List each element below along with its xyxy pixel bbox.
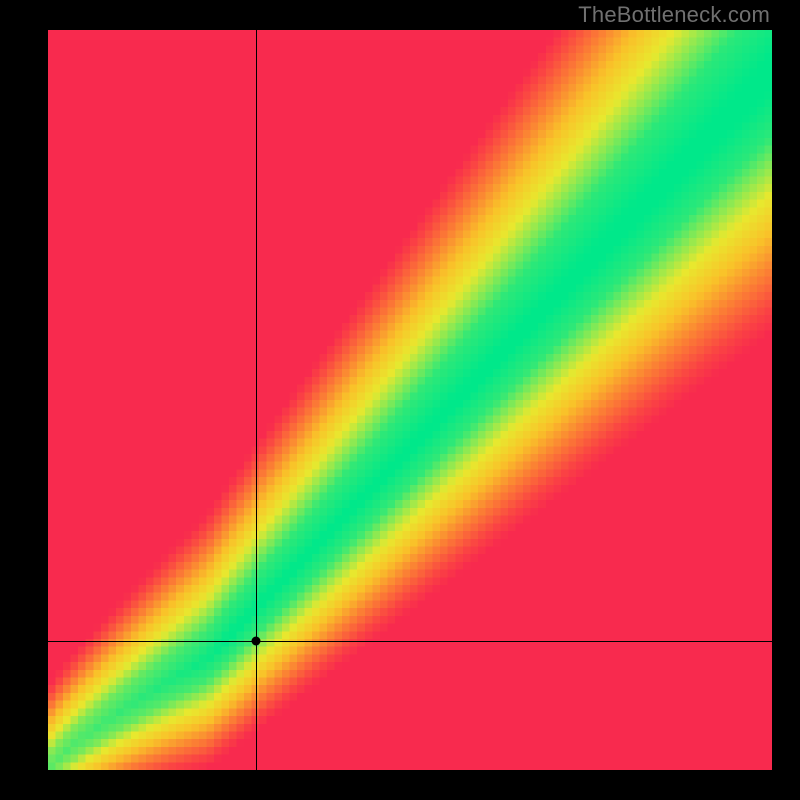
crosshair-horizontal (48, 641, 772, 642)
watermark-text: TheBottleneck.com (578, 2, 770, 28)
selection-marker-dot (251, 636, 260, 645)
heatmap-plot-frame (48, 30, 772, 770)
crosshair-vertical (256, 30, 257, 770)
bottleneck-heatmap-canvas (48, 30, 772, 770)
